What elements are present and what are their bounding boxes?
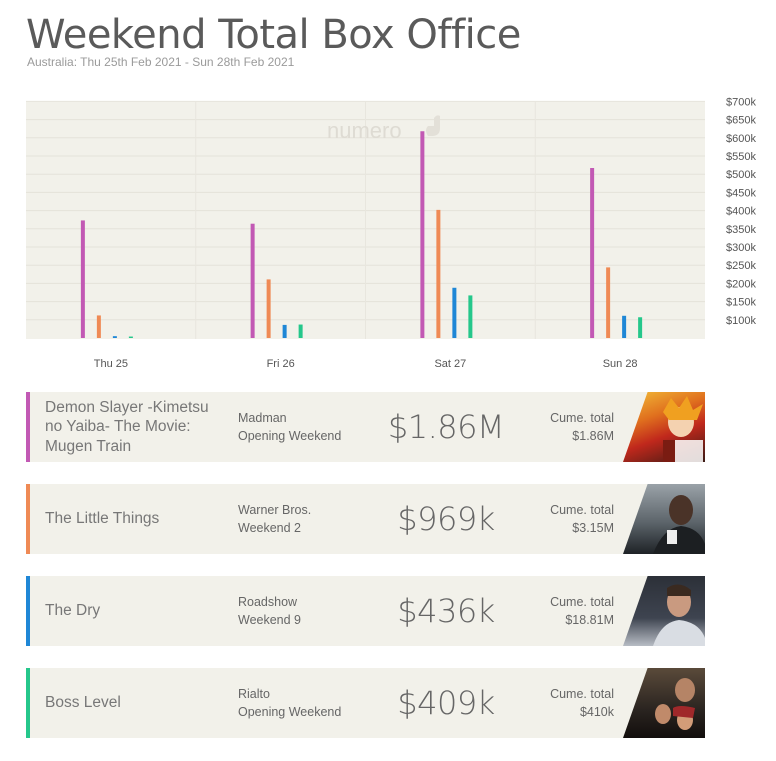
x-tick-label: Fri 26: [267, 358, 295, 370]
weekend-gross: $409k: [397, 684, 495, 722]
weekend-gross: $1.86M: [387, 408, 505, 446]
y-tick-label: $250k: [726, 260, 756, 272]
y-tick-label: $500k: [726, 169, 756, 181]
series-color-stripe: [26, 484, 30, 554]
film-card[interactable]: Boss Level Rialto Opening Weekend $409k …: [26, 668, 705, 738]
film-title: The Little Things: [45, 510, 160, 528]
weekend-number: Weekend 9: [238, 613, 302, 627]
y-tick-label: $400k: [726, 206, 756, 218]
bar: [436, 209, 441, 338]
distributor: Warner Bros.: [238, 503, 312, 517]
film-poster: [623, 484, 705, 554]
bar: [606, 267, 611, 338]
bar: [282, 324, 287, 338]
cume-label: Cume. total: [550, 503, 614, 517]
cume-label: Cume. total: [550, 411, 614, 425]
distributor: Roadshow: [238, 595, 298, 609]
weekend-number: Weekend 2: [238, 521, 302, 535]
bar: [96, 315, 101, 338]
poster-art: [655, 678, 695, 730]
cume-label: Cume. total: [550, 595, 614, 609]
film-title: Boss Level: [45, 694, 121, 712]
bar: [80, 220, 85, 338]
cume-value: $18.81M: [565, 613, 614, 627]
weekend-number: Opening Weekend: [238, 429, 342, 443]
bar: [112, 336, 117, 338]
cume-value: $410k: [579, 705, 614, 719]
film-card[interactable]: Demon Slayer -Kimetsu no Yaiba- The Movi…: [26, 392, 705, 462]
cume-total: Cume. total $18.81M: [550, 593, 614, 629]
series-color-stripe: [26, 392, 30, 462]
y-tick-label: $200k: [726, 278, 756, 290]
cume-label: Cume. total: [550, 687, 614, 701]
y-tick-label: $300k: [726, 242, 756, 254]
film-title: The Dry: [45, 602, 101, 620]
cume-total: Cume. total $410k: [550, 685, 614, 721]
y-tick-label: $450k: [726, 187, 756, 199]
series-color-stripe: [26, 576, 30, 646]
bar: [250, 223, 255, 338]
bar: [622, 315, 627, 338]
film-meta: Roadshow Weekend 9: [238, 593, 301, 629]
bar: [638, 317, 643, 338]
page-subtitle: Australia: Thu 25th Feb 2021 - Sun 28th …: [27, 55, 295, 69]
bar: [420, 131, 425, 338]
distributor: Madman: [238, 411, 287, 425]
weekend-gross: $969k: [397, 500, 495, 538]
bar: [128, 336, 133, 338]
bar: [298, 324, 303, 338]
bar: [452, 287, 457, 338]
cume-total: Cume. total $3.15M: [550, 501, 614, 537]
box-office-chart: numero $100k $150k $200k $250k $300k $350k $40…: [26, 96, 756, 370]
y-tick-label: $150k: [726, 297, 756, 309]
weekend-gross: $436k: [397, 592, 495, 630]
distributor: Rialto: [238, 687, 270, 701]
film-card[interactable]: The Little Things Warner Bros. Weekend 2…: [26, 484, 705, 554]
y-tick-label: $350k: [726, 224, 756, 236]
poster-art: [663, 396, 703, 462]
y-tick-label: $550k: [726, 151, 756, 163]
y-tick-label: $600k: [726, 133, 756, 145]
film-poster: [623, 576, 705, 646]
cume-value: $1.86M: [572, 429, 614, 443]
poster-art: [653, 584, 705, 646]
film-meta: Rialto Opening Weekend: [238, 685, 341, 721]
page-title: Weekend Total Box Office: [26, 12, 521, 58]
cume-total: Cume. total $1.86M: [550, 409, 614, 445]
film-meta: Warner Bros. Weekend 2: [238, 501, 311, 537]
poster-art: [653, 495, 705, 554]
film-poster: [623, 668, 705, 738]
bar: [266, 279, 271, 338]
watermark-hand-icon: [426, 115, 440, 136]
x-tick-label: Sun 28: [603, 358, 638, 370]
film-poster: [623, 392, 705, 462]
bar: [468, 295, 473, 338]
bar: [590, 168, 595, 338]
y-tick-label: $650k: [726, 115, 756, 127]
film-card[interactable]: The Dry Roadshow Weekend 9 $436k Cume. t…: [26, 576, 705, 646]
cume-value: $3.15M: [572, 521, 614, 535]
x-tick-label: Sat 27: [434, 358, 466, 370]
film-title: Demon Slayer -Kimetsu no Yaiba- The Movi…: [45, 398, 209, 455]
x-tick-label: Thu 25: [94, 358, 128, 370]
numero-watermark: numero: [327, 118, 402, 143]
y-tick-label: $700k: [726, 96, 756, 108]
weekend-number: Opening Weekend: [238, 705, 342, 719]
y-tick-label: $100k: [726, 315, 756, 327]
series-color-stripe: [26, 668, 30, 738]
film-meta: Madman Opening Weekend: [238, 409, 341, 445]
